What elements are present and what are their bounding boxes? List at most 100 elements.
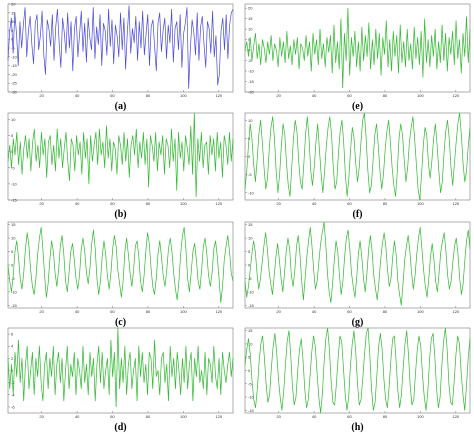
- x-tick-label-g-4: 100: [417, 309, 424, 314]
- y-tick-label-a-3: 5: [11, 28, 14, 33]
- y-tick-label-f-0: 10: [248, 118, 253, 123]
- x-tick-label-a-3: 80: [146, 93, 151, 98]
- x-tick-label-b-1: 40: [75, 201, 80, 206]
- y-tick-label-c-5: -10: [11, 289, 18, 294]
- panel-label-c: (c): [115, 317, 126, 328]
- x-tick-label-d-5: 120: [215, 414, 222, 419]
- x-tick-label-f-4: 100: [417, 201, 424, 206]
- y-tick-label-a-1: 15: [11, 10, 16, 15]
- y-tick-label-h-1: 10: [248, 341, 253, 346]
- y-tick-label-g-2: 5: [248, 249, 251, 254]
- x-tick-label-g-3: 80: [383, 309, 388, 314]
- y-tick-label-b-4: -10: [11, 181, 18, 186]
- y-tick-label-g-3: 0: [248, 263, 251, 268]
- x-tick-label-b-2: 60: [110, 201, 115, 206]
- chart-panel-h: 20 40 60 80 100 120 15 10 5 0 -5 -10 -15 (h): [244, 327, 471, 433]
- series-line-b: [7, 112, 234, 198]
- series-line-e: [244, 7, 471, 89]
- y-tick-label-e-1: 15: [248, 16, 253, 21]
- y-tick-label-d-6: -6: [11, 404, 15, 409]
- x-tick-label-c-3: 80: [146, 309, 151, 314]
- x-tick-label-f-1: 40: [312, 201, 317, 206]
- chart-panel-a: 20 40 60 80 100 12020151050-5-10-15-20-25-30(…: [7, 2, 234, 112]
- x-tick-label-c-0: 20: [39, 309, 44, 314]
- y-tick-label-a-2: 10: [11, 19, 16, 24]
- x-tick-label-c-4: 100: [180, 309, 187, 314]
- y-tick-label-d-1: 4: [11, 344, 14, 349]
- panel-label-h: (h): [351, 422, 363, 433]
- x-tick-label-a-5: 120: [215, 93, 222, 98]
- y-tick-label-h-5: -10: [248, 395, 255, 400]
- y-tick-label-f-3: -5: [248, 172, 252, 177]
- y-tick-label-a-6: -10: [11, 54, 18, 59]
- x-tick-label-c-1: 40: [75, 309, 80, 314]
- y-tick-label-d-4: -2: [11, 380, 15, 385]
- x-tick-label-d-2: 60: [110, 414, 115, 419]
- y-tick-label-e-4: 0: [248, 48, 251, 53]
- y-tick-label-g-5: -10: [248, 289, 255, 294]
- x-tick-label-d-1: 40: [75, 414, 80, 419]
- panel-label-a: (a): [115, 101, 127, 112]
- x-tick-label-g-0: 20: [276, 309, 281, 314]
- y-tick-label-e-2: 10: [248, 27, 253, 32]
- y-tick-label-e-3: 5: [248, 37, 251, 42]
- x-tick-label-h-1: 40: [312, 414, 317, 419]
- series-line-d: [7, 327, 234, 408]
- panel-label-f: (f): [353, 209, 363, 220]
- x-tick-label-e-5: 120: [452, 93, 459, 98]
- x-tick-label-h-5: 120: [452, 414, 459, 419]
- x-tick-label-h-3: 80: [383, 414, 388, 419]
- x-tick-label-a-4: 100: [180, 93, 187, 98]
- x-tick-label-d-3: 80: [146, 414, 151, 419]
- series-line-a: [7, 5, 234, 89]
- y-tick-label-h-4: -5: [248, 381, 252, 386]
- panel-label-b: (b): [114, 209, 126, 220]
- y-tick-label-a-9: -25: [11, 81, 18, 86]
- y-tick-label-f-4: -10: [248, 190, 255, 195]
- x-tick-label-c-5: 120: [215, 309, 222, 314]
- y-tick-label-g-1: 10: [248, 236, 253, 241]
- x-tick-label-e-1: 40: [312, 93, 317, 98]
- x-tick-label-e-0: 20: [276, 93, 281, 98]
- x-tick-label-h-4: 100: [417, 414, 424, 419]
- x-tick-label-b-0: 20: [39, 201, 44, 206]
- y-tick-label-a-8: -20: [11, 72, 18, 77]
- x-tick-label-f-2: 60: [347, 201, 352, 206]
- y-tick-label-c-6: -15: [11, 303, 18, 308]
- y-tick-label-h-0: 15: [248, 328, 253, 333]
- y-tick-label-e-8: -20: [248, 90, 255, 95]
- x-tick-label-d-0: 20: [39, 414, 44, 419]
- x-tick-label-g-1: 40: [312, 309, 317, 314]
- y-tick-label-c-1: 10: [11, 236, 16, 241]
- y-tick-label-b-5: -15: [11, 198, 18, 203]
- x-tick-label-c-2: 60: [110, 309, 115, 314]
- y-tick-label-f-2: 0: [248, 154, 251, 159]
- y-tick-label-e-5: -5: [248, 58, 252, 63]
- x-tick-label-b-3: 80: [146, 201, 151, 206]
- y-tick-label-d-3: 0: [11, 368, 14, 373]
- panel-label-g: (g): [352, 317, 364, 328]
- y-tick-label-b-1: 5: [11, 133, 14, 138]
- series-line-h: [244, 327, 471, 414]
- x-tick-label-b-5: 120: [215, 201, 222, 206]
- x-tick-label-b-4: 100: [180, 201, 187, 206]
- series-line-f: [244, 112, 471, 201]
- x-tick-label-f-0: 20: [276, 201, 281, 206]
- y-tick-label-c-3: 0: [11, 263, 14, 268]
- y-tick-label-h-6: -15: [248, 408, 255, 413]
- x-tick-label-e-4: 100: [417, 93, 424, 98]
- y-tick-label-g-6: -15: [248, 303, 255, 308]
- y-tick-label-g-4: -5: [248, 276, 252, 281]
- x-tick-label-h-2: 60: [347, 414, 352, 419]
- y-tick-label-e-6: -10: [248, 69, 255, 74]
- plot-frame-b: [7, 112, 234, 201]
- y-tick-label-c-0: 15: [11, 222, 16, 227]
- panel-label-e: (e): [352, 101, 363, 112]
- chart-panel-f: 20 40 60 80 100 120 10 5 0 -5 -10 (f): [244, 112, 471, 220]
- x-tick-label-g-5: 120: [452, 309, 459, 314]
- x-tick-label-f-5: 120: [452, 201, 459, 206]
- y-tick-label-h-2: 5: [248, 355, 251, 360]
